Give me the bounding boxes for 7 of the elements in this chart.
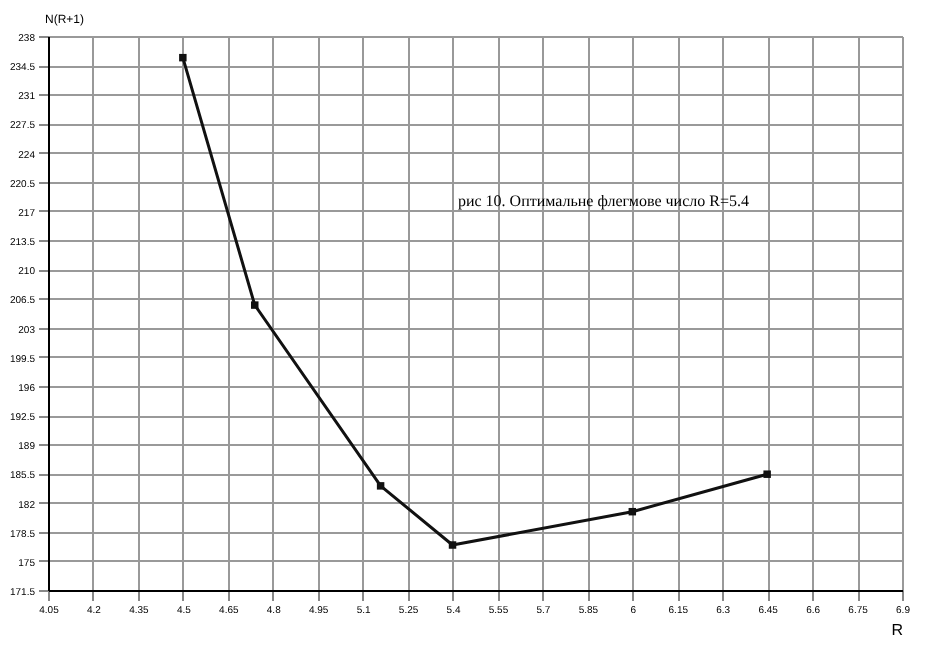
point xyxy=(376,482,385,490)
annotation: рис 10. Оптимальне флегмове число R=5.4 xyxy=(457,192,749,211)
point xyxy=(448,541,457,549)
point xyxy=(763,470,771,478)
x-axis-title: R xyxy=(891,621,904,639)
point xyxy=(179,53,187,62)
point xyxy=(251,301,259,309)
